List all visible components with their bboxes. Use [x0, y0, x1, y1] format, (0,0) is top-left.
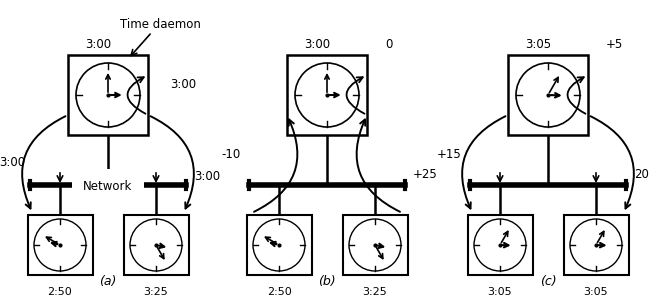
Text: Time daemon: Time daemon [119, 18, 200, 31]
Text: 2:50: 2:50 [266, 287, 291, 295]
Text: 3:05: 3:05 [488, 287, 513, 295]
Circle shape [474, 219, 526, 271]
Bar [246, 215, 311, 275]
Circle shape [295, 63, 359, 127]
Text: 20: 20 [634, 168, 649, 181]
Circle shape [130, 219, 182, 271]
Text: 2:50: 2:50 [48, 287, 72, 295]
Bar [343, 215, 407, 275]
Bar [508, 55, 588, 135]
Circle shape [570, 219, 622, 271]
Text: 3:00: 3:00 [85, 38, 111, 51]
Text: Network: Network [84, 181, 133, 194]
Bar [287, 55, 367, 135]
Bar [468, 215, 532, 275]
Text: 3:00: 3:00 [170, 78, 196, 91]
Circle shape [76, 63, 140, 127]
Text: (c): (c) [539, 275, 556, 288]
Circle shape [516, 63, 580, 127]
Bar [564, 215, 628, 275]
Text: -10: -10 [222, 148, 241, 161]
Bar [123, 215, 189, 275]
Circle shape [34, 219, 86, 271]
Bar [27, 215, 93, 275]
Text: 3:05: 3:05 [525, 38, 551, 51]
Text: 3:25: 3:25 [144, 287, 168, 295]
Text: (a): (a) [99, 275, 117, 288]
Bar [68, 55, 148, 135]
Text: 3:05: 3:05 [584, 287, 609, 295]
Text: 3:25: 3:25 [362, 287, 387, 295]
Text: 3:00: 3:00 [0, 157, 25, 170]
Text: 3:00: 3:00 [194, 171, 220, 183]
Text: +25: +25 [413, 168, 438, 181]
Text: +15: +15 [438, 148, 462, 161]
Text: 3:00: 3:00 [304, 38, 330, 51]
Circle shape [253, 219, 305, 271]
Circle shape [349, 219, 401, 271]
Text: 0: 0 [385, 38, 392, 51]
Text: (b): (b) [318, 275, 336, 288]
Text: +5: +5 [606, 38, 623, 51]
